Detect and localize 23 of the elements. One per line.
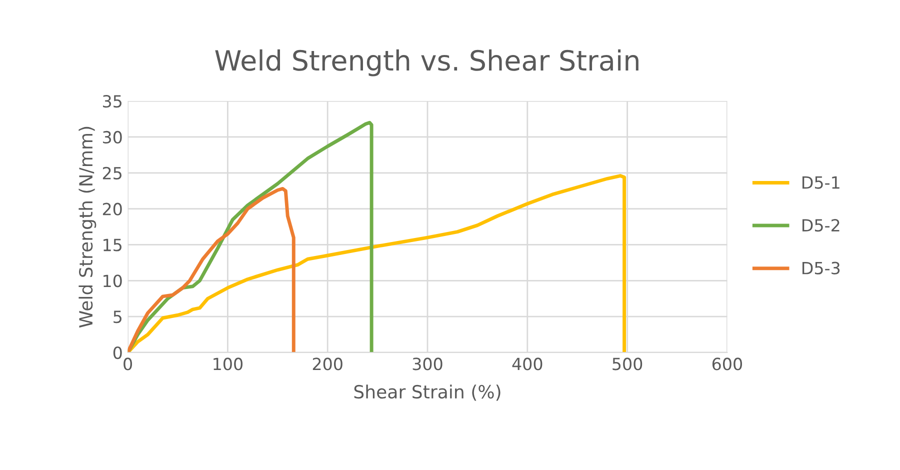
y-tick-label: 0 xyxy=(113,346,122,360)
y-tick-label: 25 xyxy=(102,166,122,180)
y-tick-label: 15 xyxy=(104,238,122,252)
legend-label: D5-2 xyxy=(802,219,840,232)
y-tick-label: 30 xyxy=(103,130,122,144)
x-tick-label: 400 xyxy=(512,358,542,370)
x-tick-label: 500 xyxy=(612,358,642,370)
x-tick-label: 300 xyxy=(412,358,442,370)
legend-label: D5-3 xyxy=(802,262,840,274)
chart-title: Weld Strength vs. Shear Strain xyxy=(215,49,638,76)
x-tick-label: 600 xyxy=(712,358,742,370)
x-axis-title: Shear Strain (%) xyxy=(354,384,500,401)
y-axis-title: Weld Strength (N/mm) xyxy=(78,126,96,328)
legend-label: D5-1 xyxy=(802,176,840,189)
line-series xyxy=(128,174,626,352)
y-tick-label: 35 xyxy=(103,95,122,108)
y-tick-label: 20 xyxy=(102,202,122,216)
y-tick-label: 10 xyxy=(104,274,122,288)
x-tick-label: 100 xyxy=(214,358,242,370)
x-tick-label: 0 xyxy=(124,358,132,370)
x-tick-label: 200 xyxy=(312,358,342,370)
line-series xyxy=(128,186,296,352)
y-tick-label: 5 xyxy=(114,310,122,324)
